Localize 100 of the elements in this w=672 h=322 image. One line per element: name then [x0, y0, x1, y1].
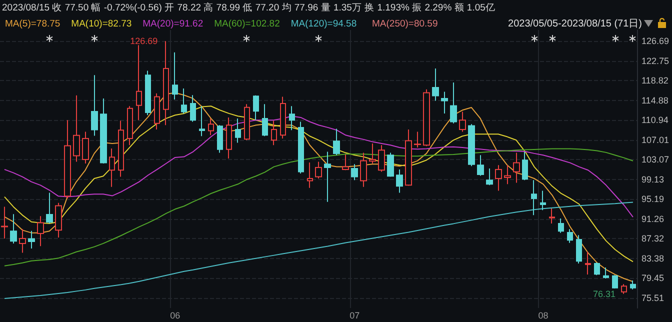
annotation: 76.31: [592, 288, 616, 299]
candlestick: [360, 152, 367, 188]
candlestick: [612, 274, 618, 289]
y-tick-label: 95.19: [641, 194, 664, 204]
candlestick: [585, 251, 591, 275]
text: MA(60)=102.82: [214, 18, 280, 30]
candlestick: [486, 168, 493, 186]
y-tick-label: 91.26: [641, 214, 664, 224]
candlestick: [576, 234, 582, 264]
candlestick: [1, 206, 8, 239]
candlestick: [298, 121, 304, 174]
candlestick: [324, 151, 331, 202]
y-tick-label: 83.38: [641, 253, 664, 264]
candlestick: [441, 91, 448, 114]
candlestick: [73, 94, 80, 162]
candlestick: [253, 94, 259, 121]
candlestick: [307, 162, 313, 188]
text: MA(250)=80.59: [372, 18, 438, 30]
candlestick: [405, 128, 412, 186]
candlestick: [378, 144, 385, 172]
candlestick: [226, 116, 232, 159]
chart-title: 2023/08/15 收 77.50 幅 -0.72%(-0.56) 开 78.22 高 78.99 低 77.20 均 77.96 量 1.35万 换 1.193% 振 2.29% 额 1.05亿: [2, 2, 496, 14]
text: 2023/05/05-2023/08/15 (71日): [508, 18, 642, 30]
candlestick: [163, 40, 169, 126]
y-tick-label: 114.88: [641, 95, 668, 106]
line-series: [4, 106, 634, 262]
y-tick-label: 126.69: [641, 36, 670, 46]
candlestick: [181, 88, 187, 114]
line-series: [4, 116, 634, 218]
candlestick: [199, 106, 205, 137]
annotation: 126.69: [130, 36, 158, 46]
y-tick-label: 99.13: [641, 174, 664, 184]
candlestick: [630, 280, 636, 290]
candlestick: [567, 228, 573, 244]
candlestick: [154, 92, 160, 130]
candlestick: [495, 164, 502, 192]
candlestick: [82, 131, 89, 164]
candlestick: [46, 192, 53, 224]
candlestick: [603, 267, 609, 279]
y-tick-label: 75.51: [641, 292, 664, 303]
candlestick: [208, 118, 214, 136]
x-tick-label: 08: [538, 310, 548, 320]
candlestick: [28, 230, 35, 249]
candlestick: [333, 128, 340, 156]
candlestick: [369, 142, 376, 164]
candlestick: [235, 118, 241, 144]
x-tick-label: 07: [350, 310, 360, 320]
candlestick: [145, 70, 151, 116]
candlestick: [64, 120, 71, 199]
candlestick: [118, 120, 124, 178]
candlestick: [468, 124, 475, 167]
candlestick: [136, 44, 142, 121]
y-tick-label: 110.94: [641, 115, 668, 126]
candlestick: [271, 120, 277, 146]
candlestick: [289, 106, 295, 131]
candlestick: [127, 106, 133, 146]
candlestick: [351, 164, 358, 181]
y-tick-label: 79.45: [641, 273, 664, 284]
candlestick: [540, 190, 546, 211]
candlestick: [621, 284, 627, 294]
y-tick-label: 122.75: [641, 56, 670, 66]
candlestick: [558, 218, 564, 234]
candlestick: [315, 161, 322, 179]
candlestick: [91, 74, 98, 136]
text: MA(10)=82.73: [71, 18, 132, 30]
candlestick: [531, 180, 537, 216]
candlestick: [387, 152, 394, 178]
candlestick: [522, 151, 528, 181]
text: MA(5)=78.75: [5, 18, 60, 30]
candlestick: [37, 216, 44, 247]
x-tick-label: 06: [170, 310, 180, 320]
y-tick-label: 118.82: [641, 76, 668, 86]
line-series: [4, 148, 634, 266]
candlestick: [396, 168, 403, 194]
line-series: [4, 202, 634, 299]
candlestick: [10, 214, 17, 244]
candlestick: [280, 96, 286, 139]
text: MA(120)=94.58: [290, 18, 357, 30]
candlestick: [100, 98, 107, 164]
candlestick: [342, 154, 349, 171]
y-tick-label: 87.32: [641, 234, 664, 244]
candlestick: [594, 262, 600, 276]
candlestick: [423, 88, 430, 147]
candlestick: [190, 94, 196, 122]
candlestick: [513, 152, 520, 184]
y-tick-label: 107.01: [641, 134, 670, 145]
candlestick: [217, 124, 223, 154]
candlestick: [459, 111, 466, 132]
candlestick: [172, 52, 178, 100]
candlestick: [504, 164, 511, 185]
candlestick: [262, 104, 268, 137]
candlestick: [432, 68, 439, 102]
candlestick: [244, 104, 250, 141]
candlestick: [19, 228, 26, 254]
y-tick-label: 103.07: [641, 154, 670, 165]
candlestick: [55, 202, 62, 238]
text: MA(20)=91.62: [142, 18, 204, 30]
candlestick: [450, 82, 457, 124]
candlestick: [109, 148, 115, 188]
candlestick: [414, 131, 421, 148]
